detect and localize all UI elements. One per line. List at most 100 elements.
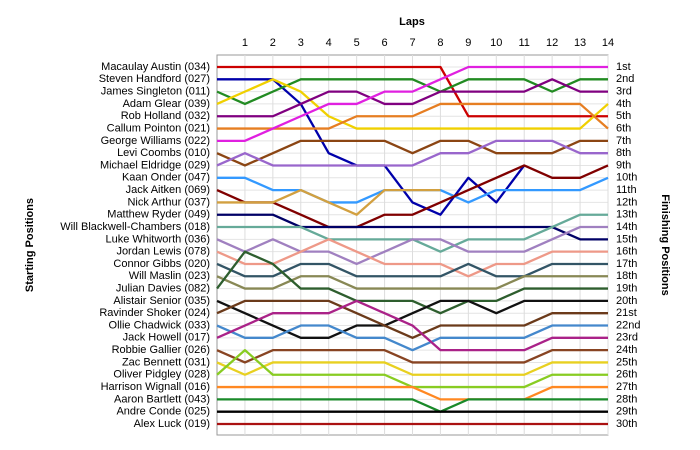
- start-label: Harrison Wignall (016): [101, 381, 210, 393]
- finish-label: 19th: [616, 282, 637, 294]
- x-tick-label: 4: [326, 37, 332, 49]
- finish-label: 8th: [616, 147, 631, 159]
- driver-line: [216, 324, 608, 352]
- start-label: Andre Conde (025): [116, 406, 210, 418]
- start-label: Jack Howell (017): [123, 332, 210, 344]
- x-tick-label: 3: [298, 37, 304, 49]
- finish-label: 27th: [616, 381, 637, 393]
- x-tick-label: 8: [437, 37, 443, 49]
- driver-line: [217, 102, 609, 130]
- driver-line: [216, 139, 608, 167]
- finish-label: 29th: [616, 406, 637, 418]
- finish-label: 22nd: [616, 319, 640, 331]
- driver-line: [216, 299, 608, 339]
- finish-label: 2nd: [616, 73, 634, 85]
- driver-line: [217, 65, 608, 118]
- finish-label: 16th: [616, 246, 637, 258]
- finish-label: 30th: [616, 418, 637, 430]
- start-label: Rob Holland (032): [121, 110, 210, 122]
- driver-line: [216, 139, 608, 167]
- finish-label: 13th: [616, 209, 637, 221]
- finish-label: 9th: [616, 159, 631, 171]
- x-tick-label: 2: [270, 37, 276, 49]
- y2-axis-title: Finishing Positions: [659, 194, 671, 295]
- driver-line: [217, 385, 608, 401]
- x-tick-label: 13: [574, 37, 586, 49]
- driver-line: [217, 188, 441, 216]
- finish-label: 15th: [616, 233, 637, 245]
- start-label: Julian Davies (082): [116, 282, 210, 294]
- finish-label: 24th: [616, 344, 637, 356]
- x-tick-label: 12: [546, 37, 558, 49]
- start-label: Robbie Gallier (026): [112, 344, 210, 356]
- driver-line: [216, 164, 609, 229]
- start-label: Luke Whitworth (036): [105, 233, 210, 245]
- finish-label: 26th: [616, 369, 637, 381]
- finish-label: 14th: [616, 221, 637, 233]
- finish-label: 28th: [616, 393, 637, 405]
- driver-line: [216, 348, 608, 364]
- start-label: Callum Pointon (021): [107, 122, 210, 134]
- driver-line: [216, 299, 608, 339]
- start-label: Kaan Onder (047): [122, 172, 210, 184]
- finish-label: 21st: [616, 307, 637, 319]
- x-tick-label: 5: [354, 37, 360, 49]
- finish-label: 1st: [616, 61, 631, 73]
- finish-label: 18th: [616, 270, 637, 282]
- start-label: Will Maslin (023): [129, 270, 210, 282]
- driver-line: [216, 78, 608, 106]
- start-label: Oliver Pidgley (028): [113, 369, 210, 381]
- x-axis-title: Laps: [399, 16, 425, 28]
- driver-line: [216, 238, 608, 278]
- start-label: Ravinder Shoker (024): [99, 307, 210, 319]
- driver-line: [216, 275, 608, 290]
- start-label: James Singleton (011): [101, 86, 210, 98]
- start-label: Macaulay Austin (034): [101, 61, 210, 73]
- finish-label: 5th: [616, 110, 631, 122]
- driver-line: [216, 78, 609, 130]
- x-tick-label: 1: [242, 37, 248, 49]
- driver-line: [216, 361, 608, 376]
- finish-label: 11th: [616, 184, 637, 196]
- start-label: Alex Luck (019): [134, 418, 210, 430]
- start-label: Ollie Chadwick (033): [109, 319, 210, 331]
- driver-line: [217, 398, 608, 413]
- finish-label: 4th: [616, 98, 631, 110]
- x-tick-label: 11: [519, 37, 530, 49]
- finish-label: 23rd: [616, 332, 638, 344]
- start-label: Nick Arthur (037): [127, 196, 210, 208]
- finish-label: 7th: [616, 135, 631, 147]
- y-axis-title: Starting Positions: [24, 198, 36, 292]
- finish-label: 10th: [616, 172, 637, 184]
- finish-label: 12th: [616, 196, 637, 208]
- driver-line: [217, 78, 608, 118]
- start-label: Steven Handford (027): [99, 73, 210, 85]
- start-label: Jordan Lewis (078): [116, 246, 210, 258]
- start-label: Aaron Bartlett (043): [114, 393, 210, 405]
- x-tick-label: 7: [409, 37, 415, 49]
- start-label: Connor Gibbs (020): [113, 258, 210, 270]
- finish-label: 3rd: [616, 86, 632, 98]
- driver-line: [217, 65, 608, 143]
- x-tick-label: 10: [490, 37, 502, 49]
- start-label: Alistair Senior (035): [113, 295, 210, 307]
- x-tick-label: 9: [465, 37, 471, 49]
- start-label: Will Blackwell-Chambers (018): [60, 221, 210, 233]
- start-label: Adam Glear (039): [123, 98, 210, 110]
- x-tick-label: 6: [382, 37, 388, 49]
- finish-label: 20th: [616, 295, 637, 307]
- start-label: Jack Aitken (069): [126, 184, 210, 196]
- finish-label: 17th: [616, 258, 637, 270]
- driver-line: [217, 213, 608, 241]
- finish-label: 25th: [616, 356, 637, 368]
- finish-label: 6th: [616, 122, 631, 134]
- x-tick-label: 14: [602, 37, 614, 49]
- start-label: George Williams (022): [101, 135, 210, 147]
- start-label: Zac Bennett (031): [122, 356, 210, 368]
- driver-line: [216, 299, 608, 352]
- driver-line: [216, 250, 608, 315]
- start-label: Michael Eldridge (029): [100, 159, 210, 171]
- driver-line: [216, 225, 608, 266]
- start-label: Levi Coombs (010): [117, 147, 210, 159]
